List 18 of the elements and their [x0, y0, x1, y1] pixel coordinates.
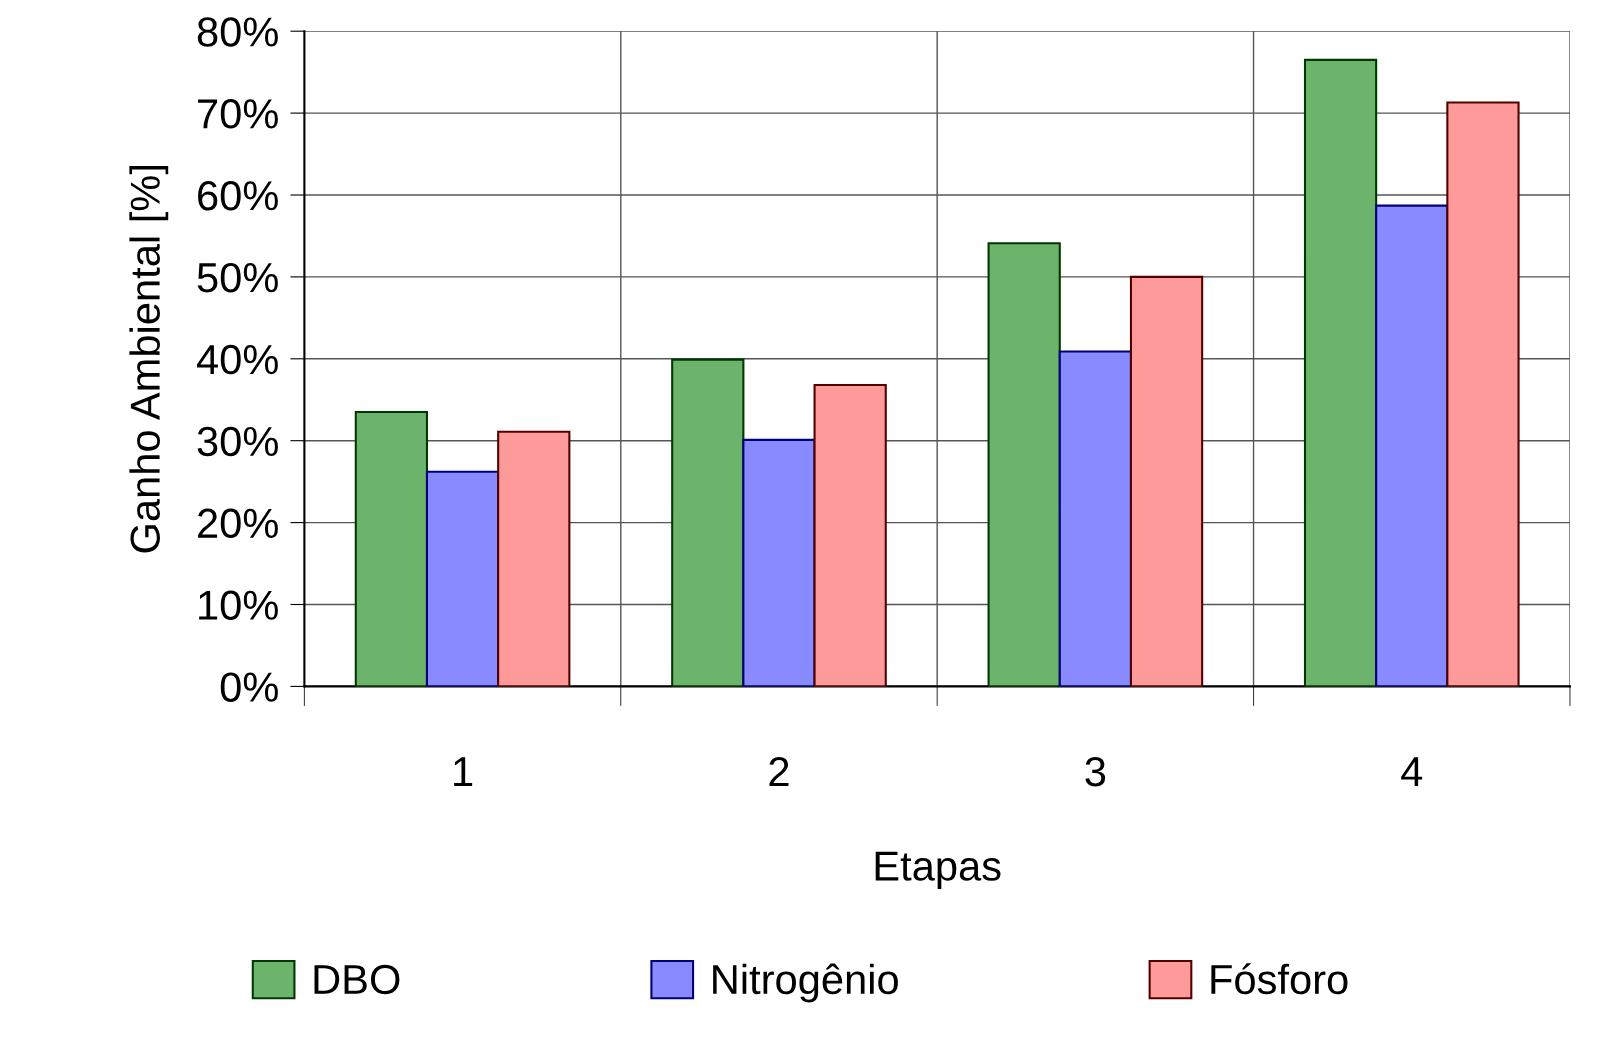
y-tick-label: 70% [198, 99, 278, 129]
x-tick-label: 3 [1085, 756, 1106, 787]
y-tick-label: 20% [198, 508, 278, 539]
y-tick-label: 60% [198, 181, 278, 211]
y-tick-label: 40% [196, 344, 278, 375]
legend-label: Nitrogênio [713, 963, 898, 1003]
y-axis-title: Ganho Ambiental [%] [129, 166, 169, 553]
y-tick-label: 80% [197, 17, 278, 47]
x-tick-label: 1 [454, 757, 473, 787]
y-tick-label: 0% [220, 672, 278, 702]
x-axis-title: Etapas [875, 851, 1001, 890]
x-tick-label: 2 [769, 756, 789, 787]
y-tick-label: 50% [197, 262, 278, 293]
legend-label: Fósforo [1211, 963, 1348, 995]
y-tick-label: 30% [197, 426, 278, 457]
x-tick-label: 4 [1401, 757, 1423, 787]
legend-label: DBO [314, 964, 400, 995]
y-tick-label: 10% [199, 590, 278, 621]
